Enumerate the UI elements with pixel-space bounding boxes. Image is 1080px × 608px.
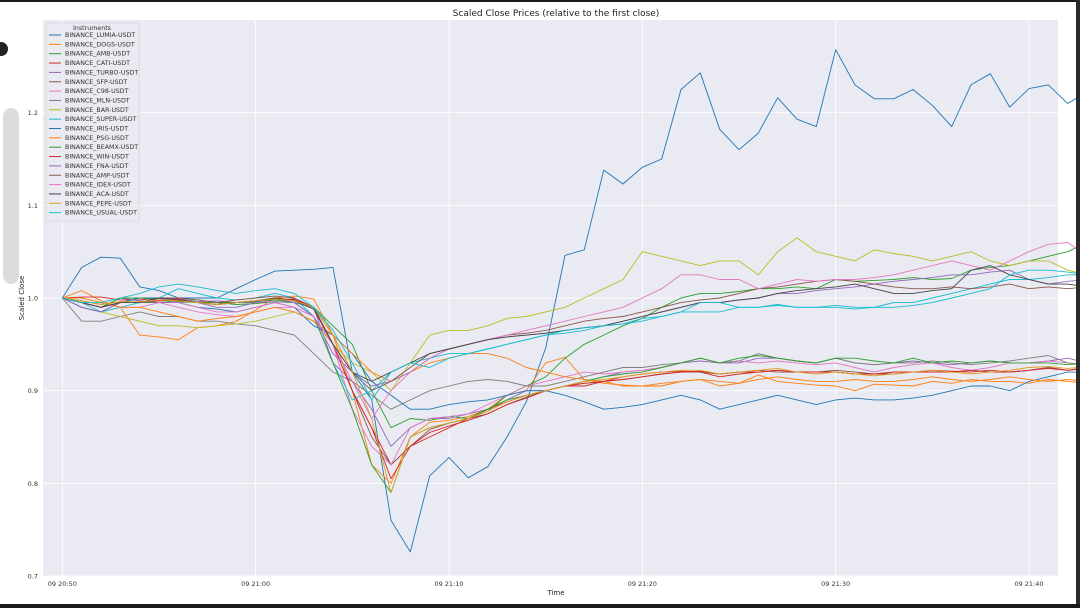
legend-label: BINANCE_ACA-USDT xyxy=(65,191,129,198)
legend-label: BINANCE_WIN-USDT xyxy=(65,154,129,161)
legend-label: BINANCE_SUPER-USDT xyxy=(65,116,137,123)
series-line-binance-amp-usdt xyxy=(62,279,1080,392)
legend-label: BINANCE_BEAMX-USDT xyxy=(65,144,138,151)
legend-label: BINANCE_IDEX-USDT xyxy=(65,182,131,189)
x-tick-label: 09 21:30 xyxy=(821,580,850,588)
x-tick-label: 09 21:40 xyxy=(1014,580,1043,588)
series-line-binance-mln-usdt xyxy=(61,297,1080,410)
series-lines xyxy=(61,49,1080,553)
x-tick-label: 09 20:50 xyxy=(48,580,77,588)
series-line-binance-dogs-usdt xyxy=(62,290,1080,484)
legend-label: BINANCE_CATI-USDT xyxy=(65,60,130,67)
legend-label: BINANCE_PEPE-USDT xyxy=(65,200,132,207)
legend-label: BINANCE_C98-USDT xyxy=(65,88,129,95)
window-bottom-border xyxy=(0,604,1080,608)
legend: Instruments BINANCE_LUMIA-USDT BINANCE_DO… xyxy=(45,22,140,222)
x-tick-label: 09 21:10 xyxy=(434,580,463,588)
window-top-border xyxy=(0,0,1080,2)
y-tick-label: 0.7 xyxy=(28,573,38,581)
series-line-binance-pepe-usdt xyxy=(62,297,1080,494)
legend-label: BINANCE_IRIS-USDT xyxy=(65,126,128,133)
x-tick-label: 09 21:20 xyxy=(628,580,657,588)
series-line-binance-lumia-usdt xyxy=(61,49,1080,553)
legend-label: BINANCE_BAR-USDT xyxy=(65,107,129,114)
legend-label: BINANCE_SFP-USDT xyxy=(65,79,127,86)
legend-label: BINANCE_LUMIA-USDT xyxy=(65,32,135,39)
page-indicator-dot[interactable] xyxy=(0,42,8,56)
legend-label: BINANCE_AMP-USDT xyxy=(65,172,130,179)
legend-label: BINANCE_DOGS-USDT xyxy=(65,41,135,48)
legend-box xyxy=(45,22,140,222)
x-axis-ticks: 09 20:50 09 21:00 09 21:10 09 21:20 09 21:30… xyxy=(48,580,1044,588)
legend-title: Instruments xyxy=(73,25,111,32)
legend-items: BINANCE_LUMIA-USDT BINANCE_DOGS-USDT BINAN… xyxy=(49,32,138,217)
y-axis-ticks: 0.7 0.8 0.9 1.0 1.1 1.2 xyxy=(28,109,38,580)
series-line-binance-bar-usdt xyxy=(62,237,1080,392)
window-right-border xyxy=(1076,0,1080,608)
y-tick-label: 1.0 xyxy=(28,295,38,303)
legend-label: BINANCE_USUAL-USDT xyxy=(65,210,137,217)
legend-label: BINANCE_FNA-USDT xyxy=(65,163,129,170)
y-tick-label: 1.2 xyxy=(28,109,38,117)
y-tick-label: 0.9 xyxy=(28,387,38,395)
side-scrollbar[interactable] xyxy=(3,108,19,284)
x-tick-label: 09 21:00 xyxy=(241,580,270,588)
legend-label: BINANCE_AMB-USDT xyxy=(65,51,130,58)
legend-label: BINANCE_PSG-USDT xyxy=(65,135,129,142)
series-line-binance-usual-usdt xyxy=(62,269,1080,401)
y-tick-label: 1.1 xyxy=(28,202,38,210)
series-line-binance-amb-usdt xyxy=(62,245,1080,429)
chart-title: Scaled Close Prices (relative to the fir… xyxy=(453,9,660,19)
x-axis-label: Time xyxy=(546,589,564,597)
legend-label: BINANCE_TURBO-USDT xyxy=(65,69,138,76)
y-axis-label: Scaled Close xyxy=(18,276,26,321)
y-tick-label: 0.8 xyxy=(28,480,38,488)
series-line-binance-idex-usdt xyxy=(62,241,1080,419)
legend-label: BINANCE_MLN-USDT xyxy=(65,97,130,104)
